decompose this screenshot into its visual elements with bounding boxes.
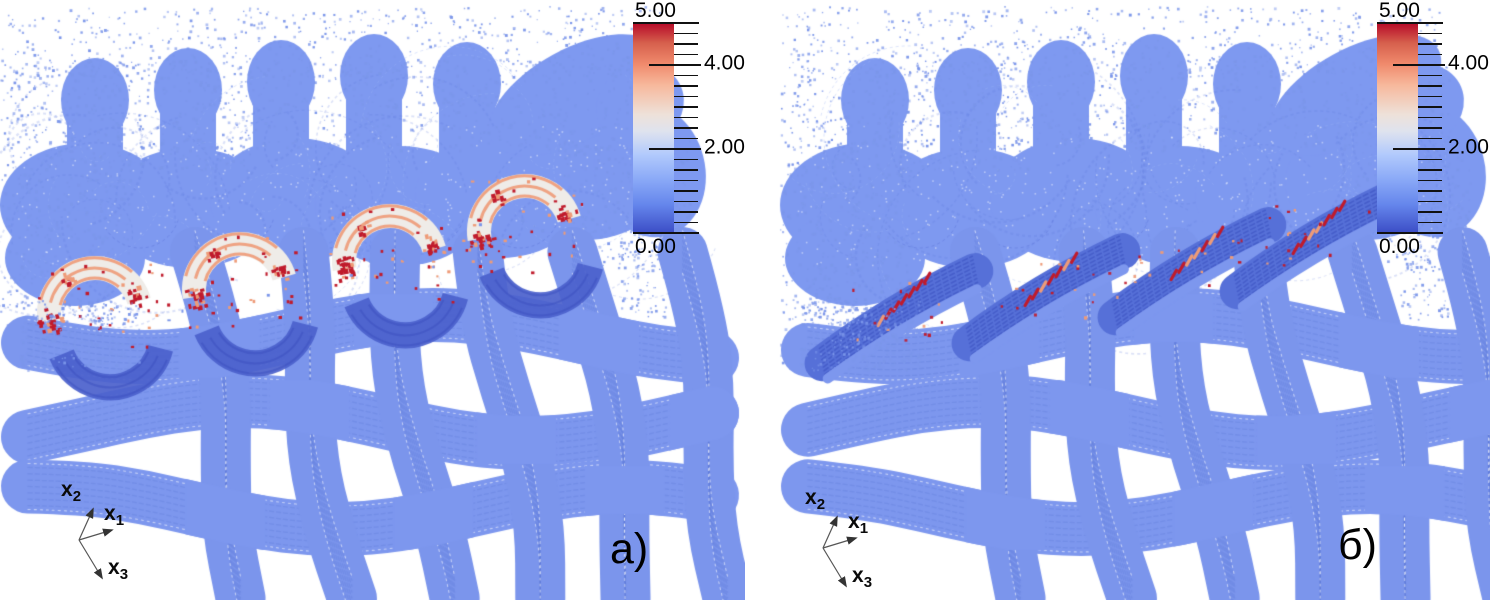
colorbar-tick xyxy=(1418,74,1442,76)
colorbar-tick xyxy=(674,32,698,34)
axis-label-x1: x1 xyxy=(104,502,125,530)
colorbar-min-label: 0.00 xyxy=(1379,235,1420,258)
colorbar-tick-label: 4.00 xyxy=(704,51,745,75)
colorbar-tick xyxy=(1418,43,1442,45)
colorbar-tick xyxy=(1418,106,1442,108)
colorbar-tick-label: 2.00 xyxy=(1448,135,1489,159)
axis-label-x2: x2 xyxy=(805,486,826,514)
colorbar-tick xyxy=(674,190,698,192)
colorbar-tick xyxy=(674,74,698,76)
colorbar-tick xyxy=(674,221,698,223)
colorbar-tick xyxy=(1418,127,1442,129)
colorbar-tick xyxy=(1418,169,1442,171)
colorbar-tick xyxy=(1377,22,1443,24)
colorbar-tick xyxy=(1418,158,1442,160)
axis-arrows xyxy=(822,515,858,588)
colorbar-tick xyxy=(1418,137,1442,139)
particle-render-panel-b xyxy=(745,0,1490,600)
colorbar-tick xyxy=(674,137,698,139)
colorbar-tick-label: 2.00 xyxy=(704,135,745,159)
colorbar-major-tick xyxy=(649,148,701,150)
colorbar-gradient xyxy=(1377,22,1418,232)
colorbar-major-tick xyxy=(649,64,701,66)
axis-arrows xyxy=(78,507,114,580)
panel-label-a: а) xyxy=(610,525,649,573)
colorbar-max-label: 5.00 xyxy=(635,0,676,22)
colorbar-tick xyxy=(633,232,699,234)
axis-triad-a: x2 x1 x3 xyxy=(28,466,160,598)
colorbar-tick xyxy=(674,106,698,108)
colorbar-tick xyxy=(1418,53,1442,55)
colorbar-tick-label: 4.00 xyxy=(1448,51,1489,75)
colorbar-tick xyxy=(1377,232,1443,234)
colorbar-tick xyxy=(1418,116,1442,118)
colorbar-min-label: 0.00 xyxy=(635,235,676,258)
colorbar-tick xyxy=(674,211,698,213)
particle-render-panel-a xyxy=(0,0,745,600)
colorbar-tick xyxy=(1418,211,1442,213)
colorbar-tick xyxy=(1418,85,1442,87)
colorbar-tick xyxy=(674,43,698,45)
colorbar-tick xyxy=(674,127,698,129)
colorbar-tick xyxy=(1418,200,1442,202)
axis-triad-b: x2 x1 x3 xyxy=(772,474,904,600)
colorbar-tick xyxy=(674,158,698,160)
colorbar-gradient xyxy=(633,22,674,232)
colorbar-tick xyxy=(1418,190,1442,192)
colorbar-tick xyxy=(674,116,698,118)
colorbar-tick xyxy=(1418,179,1442,181)
colorbar-tick xyxy=(1418,95,1442,97)
colorbar-a: 5.00 4.00 2.00 0.00 xyxy=(633,0,755,264)
colorbar-tick xyxy=(674,53,698,55)
colorbar-tick xyxy=(633,22,699,24)
colorbar-major-tick xyxy=(1393,64,1445,66)
colorbar-tick xyxy=(674,200,698,202)
axis-label-x2: x2 xyxy=(61,478,82,506)
colorbar-b: 5.00 4.00 2.00 0.00 xyxy=(1377,0,1490,264)
colorbar-tick xyxy=(1418,221,1442,223)
colorbar-max-label: 5.00 xyxy=(1379,0,1420,22)
colorbar-tick xyxy=(1418,32,1442,34)
colorbar-tick xyxy=(674,95,698,97)
colorbar-tick xyxy=(674,169,698,171)
panel-label-b: б) xyxy=(1338,521,1377,569)
colorbar-major-tick xyxy=(1393,148,1445,150)
colorbar-tick xyxy=(674,85,698,87)
axis-label-x3: x3 xyxy=(108,556,129,584)
axis-label-x1: x1 xyxy=(848,510,869,538)
colorbar-tick xyxy=(674,179,698,181)
axis-label-x3: x3 xyxy=(852,564,873,592)
